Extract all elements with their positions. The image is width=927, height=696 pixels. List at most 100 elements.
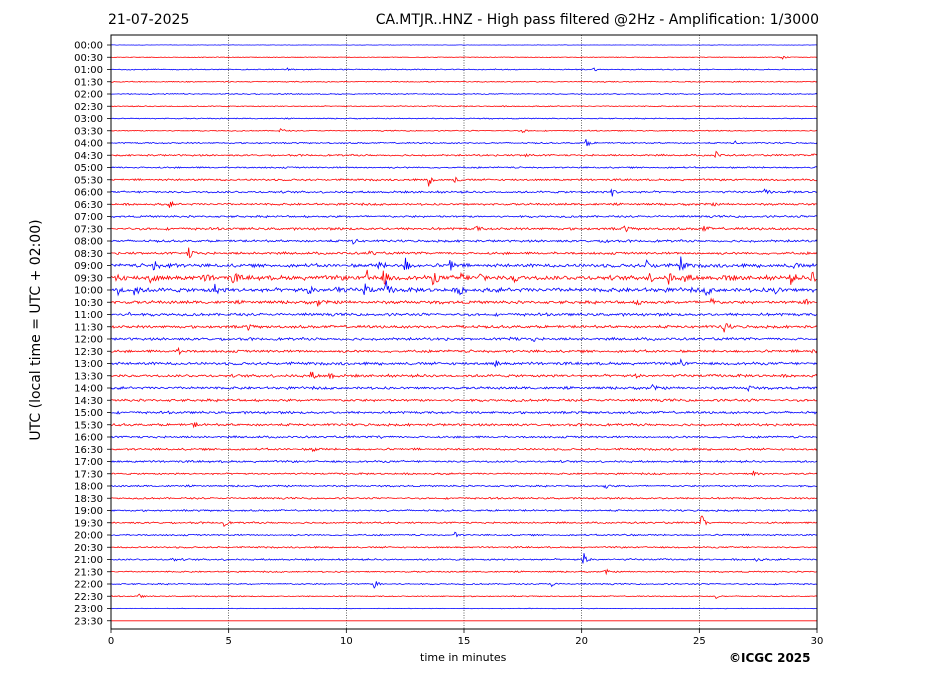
trace-1700: [110, 459, 818, 464]
y-tick-label: 11:30: [74, 322, 103, 333]
trace-1600: [110, 435, 818, 439]
y-tick-label: 07:30: [74, 224, 103, 235]
y-tick-label: 16:30: [74, 445, 103, 456]
copyright-notice: ©ICGC 2025: [729, 651, 811, 665]
y-tick-label: 14:00: [74, 384, 103, 395]
y-tick-label: 14:30: [74, 396, 103, 407]
y-tick-label: 12:00: [74, 335, 103, 346]
y-tick-label: 22:30: [74, 592, 103, 603]
plot-frame: [110, 34, 818, 630]
trace-1800: [110, 484, 818, 489]
x-tick-label: 0: [108, 636, 114, 647]
y-tick-label: 09:30: [74, 273, 103, 284]
x-tick-label: 30: [811, 636, 824, 647]
trace-0130: [110, 80, 818, 83]
y-tick-label: 22:00: [74, 580, 103, 591]
trace-0030: [110, 55, 818, 60]
trace-0730: [110, 225, 818, 233]
trace-1100: [110, 311, 818, 317]
trace-1500: [111, 410, 818, 415]
trace-1930: [110, 515, 818, 528]
x-tick-label: 25: [693, 636, 706, 647]
y-tick-label: 13:00: [74, 359, 103, 370]
y-tick-label: 10:00: [74, 286, 103, 297]
y-tick-label: 02:30: [74, 102, 103, 113]
trace-2200: [110, 581, 817, 589]
y-tick-label: 04:00: [74, 139, 103, 150]
trace-0200: [110, 92, 818, 96]
y-tick-label: 04:30: [74, 151, 103, 162]
trace-1630: [110, 447, 818, 453]
trace-0600: [110, 188, 818, 197]
trace-1830: [110, 496, 818, 500]
trace-1730: [110, 470, 818, 477]
y-tick-label: 15:30: [74, 420, 103, 431]
y-tick-label: 09:00: [74, 261, 103, 272]
trace-0400: [110, 139, 818, 147]
trace-2000: [110, 531, 818, 538]
y-tick-label: 19:00: [74, 506, 103, 517]
trace-0530: [110, 176, 818, 187]
y-tick-label: 19:30: [74, 518, 103, 529]
y-tick-label: 20:00: [74, 531, 103, 542]
y-tick-label: 18:00: [74, 482, 103, 493]
y-tick-label: 03:00: [74, 114, 103, 125]
trace-1300: [110, 358, 818, 368]
y-tick-label: 16:00: [74, 433, 103, 444]
y-tick-label: 20:30: [74, 543, 103, 554]
y-tick-label: 05:30: [74, 175, 103, 186]
x-tick-label: 15: [458, 636, 471, 647]
trace-0930: [110, 269, 818, 286]
trace-1000: [110, 280, 818, 297]
trace-1200: [110, 336, 818, 342]
x-tick-label: 10: [340, 636, 353, 647]
trace-0100: [110, 67, 818, 72]
y-tick-label: 18:30: [74, 494, 103, 505]
chart-title: CA.MTJR..HNZ - High pass filtered @2Hz -…: [375, 12, 819, 28]
y-tick-label: 17:30: [74, 469, 103, 480]
trace-0830: [110, 247, 818, 259]
trace-2100: [110, 553, 818, 564]
trace-0500: [110, 166, 818, 169]
trace-1230: [110, 346, 818, 356]
y-tick-label: 23:30: [74, 616, 103, 627]
y-tick-label: 06:30: [74, 200, 103, 211]
trace-1030: [110, 297, 818, 307]
x-tick-label: 5: [225, 636, 231, 647]
x-axis-label: time in minutes: [420, 651, 507, 664]
trace-layer: [110, 44, 818, 622]
y-tick-label: 12:30: [74, 347, 103, 358]
y-tick-label: 06:00: [74, 188, 103, 199]
y-tick-label: 00:30: [74, 53, 103, 64]
trace-2030: [110, 545, 818, 549]
trace-1130: [110, 323, 818, 333]
trace-0430: [110, 150, 818, 159]
trace-1430: [110, 398, 818, 403]
y-tick-label: 00:00: [74, 41, 103, 52]
trace-0300: [110, 117, 817, 120]
y-tick-label: 10:30: [74, 298, 103, 309]
y-tick-label: 02:00: [74, 90, 103, 101]
y-tick-label: 21:00: [74, 555, 103, 566]
trace-1400: [110, 383, 818, 392]
trace-2230: [110, 593, 818, 600]
y-tick-label: 15:00: [74, 408, 103, 419]
y-tick-label: 08:00: [74, 237, 103, 248]
y-tick-label: 21:30: [74, 567, 103, 578]
y-tick-label: 13:30: [74, 371, 103, 382]
trace-1900: [110, 508, 818, 513]
trace-2300: [110, 607, 817, 610]
trace-0630: [110, 200, 818, 208]
y-tick-label: 17:00: [74, 457, 103, 468]
y-tick-label: 08:30: [74, 249, 103, 260]
y-tick-label: 01:00: [74, 65, 103, 76]
trace-1530: [110, 421, 818, 429]
trace-1330: [110, 371, 818, 380]
y-tick-label: 07:00: [74, 212, 103, 223]
trace-0800: [110, 238, 818, 245]
trace-2130: [110, 568, 817, 576]
x-tick-label: 20: [575, 636, 588, 647]
chart-date: 21-07-2025: [108, 12, 190, 28]
